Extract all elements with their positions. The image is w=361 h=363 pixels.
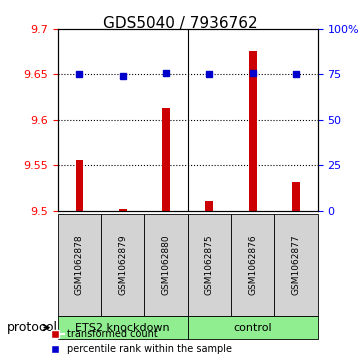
Text: GSM1062876: GSM1062876	[248, 234, 257, 295]
Text: control: control	[234, 323, 272, 333]
Text: GSM1062880: GSM1062880	[162, 234, 170, 295]
Text: GDS5040 / 7936762: GDS5040 / 7936762	[103, 16, 258, 31]
Text: GSM1062875: GSM1062875	[205, 234, 214, 295]
Bar	[205, 201, 213, 211]
Bar	[162, 108, 170, 211]
Text: GSM1062878: GSM1062878	[75, 234, 84, 295]
Bar	[292, 182, 300, 211]
Bar	[119, 209, 127, 211]
Legend: transformed count, percentile rank within the sample: transformed count, percentile rank withi…	[41, 326, 236, 358]
Text: GSM1062877: GSM1062877	[292, 234, 300, 295]
Bar	[75, 160, 83, 211]
Bar	[249, 51, 257, 211]
Text: GSM1062879: GSM1062879	[118, 234, 127, 295]
Text: ETS2 knockdown: ETS2 knockdown	[75, 323, 170, 333]
Text: protocol: protocol	[7, 321, 58, 334]
